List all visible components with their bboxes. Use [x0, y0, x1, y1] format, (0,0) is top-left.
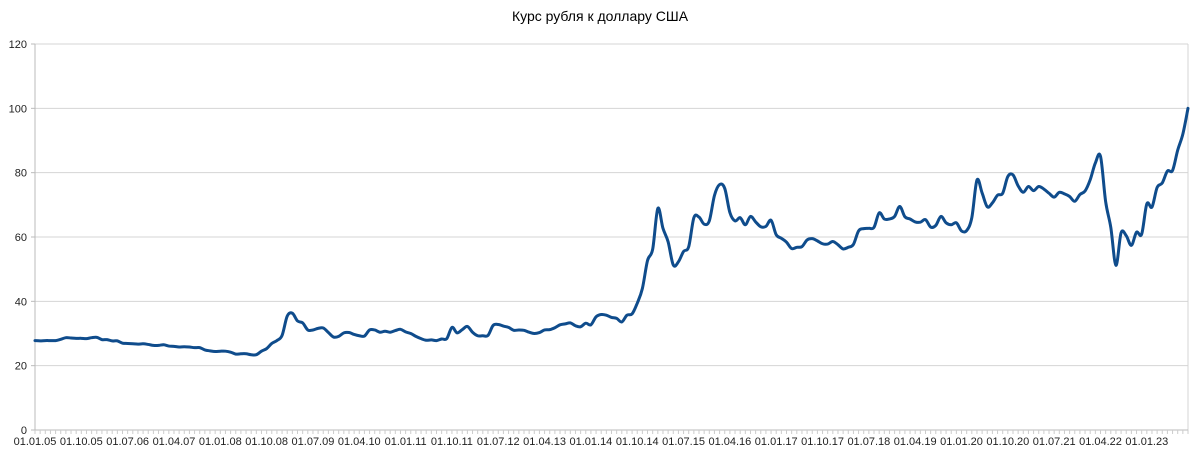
x-tick-label: 01.10.20 — [986, 436, 1029, 448]
x-tick-label: 01.10.14 — [616, 436, 659, 448]
x-tick-label: 01.01.05 — [14, 436, 57, 448]
x-tick-label: 01.07.06 — [106, 436, 149, 448]
x-tick-label: 01.01.11 — [385, 436, 427, 448]
x-tick-label: 01.01.14 — [569, 436, 612, 448]
chart-title: Курс рубля к доллару США — [511, 8, 689, 24]
y-tick-label: 20 — [15, 361, 27, 373]
series-line — [33, 106, 1190, 357]
x-tick-label: 01.04.22 — [1079, 436, 1122, 448]
x-tick-label: 01.10.08 — [245, 436, 288, 448]
x-tick-label: 01.04.10 — [338, 436, 381, 448]
x-tick-label: 01.04.16 — [708, 436, 751, 448]
x-tick-label: 01.07.15 — [662, 436, 705, 448]
x-tick-label: 01.01.08 — [199, 436, 242, 448]
x-tick-label: 01.07.09 — [292, 436, 335, 448]
x-tick-label: 01.07.18 — [847, 436, 890, 448]
x-tick-label: 01.10.17 — [801, 436, 844, 448]
x-tick-label: 01.04.19 — [894, 436, 937, 448]
x-tick-label: 01.01.20 — [940, 436, 983, 448]
x-tick-label: 01.01.23 — [1125, 436, 1168, 448]
x-tick-label: 01.07.21 — [1033, 436, 1076, 448]
y-tick-label: 60 — [15, 232, 27, 244]
y-tick-label: 80 — [15, 168, 27, 180]
x-tick-label: 01.04.07 — [153, 436, 196, 448]
x-tick-label: 01.10.05 — [60, 436, 103, 448]
x-tick-label: 01.07.12 — [477, 436, 520, 448]
y-tick-label: 40 — [15, 296, 27, 308]
x-tick-label: 01.01.17 — [755, 436, 798, 448]
y-tick-label: 100 — [9, 103, 27, 115]
y-tick-label: 0 — [21, 425, 27, 437]
y-tick-label: 120 — [9, 39, 27, 51]
x-tick-label: 01.04.13 — [523, 436, 566, 448]
x-tick-label: 01.10.11 — [431, 436, 473, 448]
